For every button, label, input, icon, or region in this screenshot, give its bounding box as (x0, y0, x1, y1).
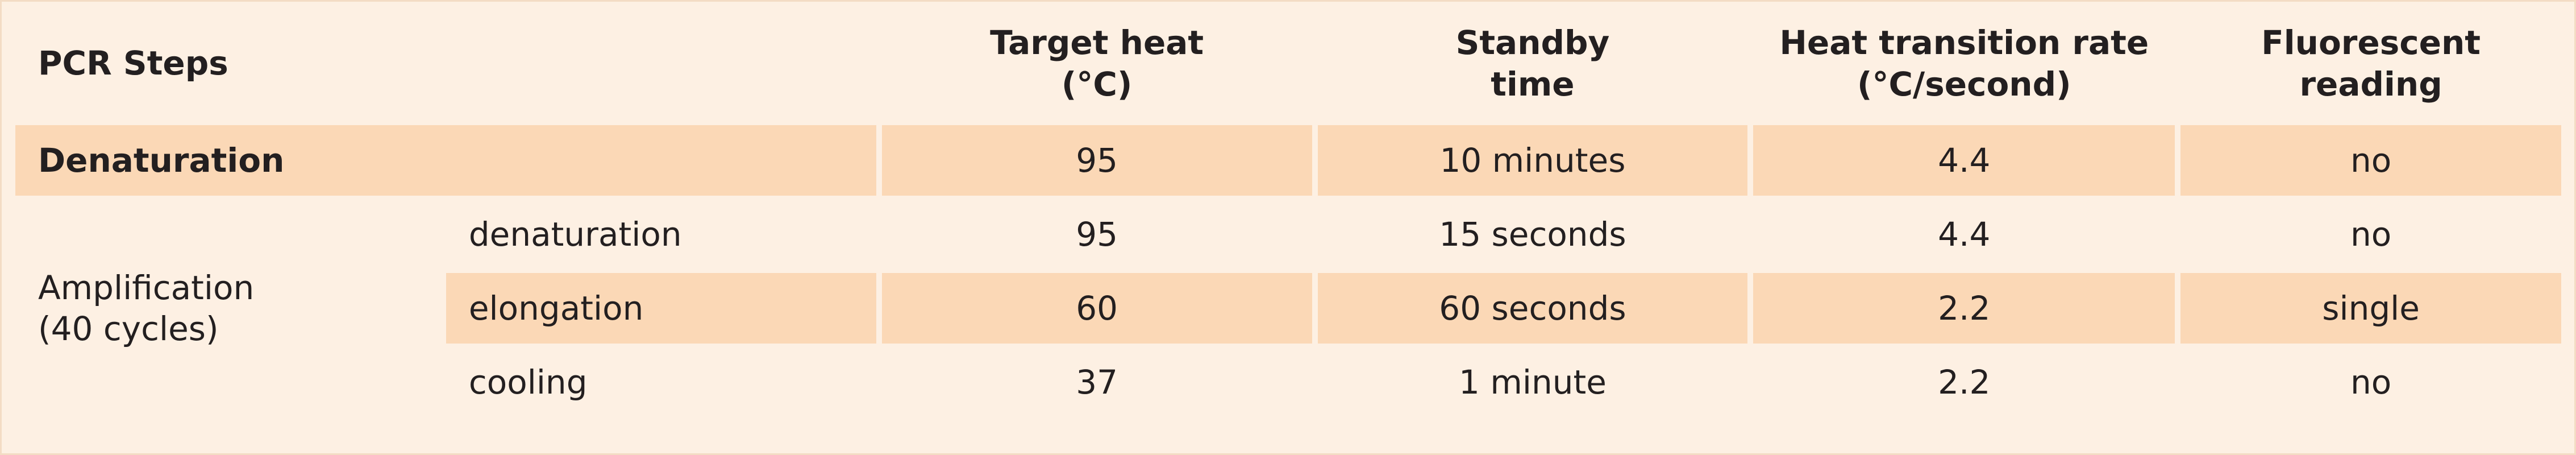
value-cell: 10 minutes (1317, 125, 1748, 196)
header-text: Fluorescent (2261, 23, 2481, 62)
value-cell: 60 seconds (1317, 273, 1748, 344)
step-cell: Denaturation (15, 125, 876, 196)
cell-value: 10 minutes (1439, 140, 1626, 180)
value-cell: no (2180, 347, 2561, 417)
header-text: Standby (1455, 23, 1610, 62)
value-cell: no (2180, 199, 2561, 270)
header-text: Target heat (990, 23, 1204, 62)
header-text: PCR Steps (38, 44, 228, 83)
substep-row: elongation 60 60 seconds 2.2 single (15, 273, 2561, 344)
cell-value: 2.2 (1938, 288, 1991, 328)
value-cell: 60 (881, 273, 1312, 344)
cell-value: 37 (1076, 362, 1118, 402)
cell-value: no (2350, 140, 2392, 180)
value-cell: 15 seconds (1318, 199, 1748, 270)
substep-cell: cooling (446, 347, 876, 417)
value-cell: 2.2 (1753, 273, 2175, 344)
table-body: PCR Steps Target heat (°C) Standby time Heat … (15, 5, 2561, 417)
cell-value: 15 seconds (1439, 214, 1626, 254)
denaturation-row: Denaturation 95 10 minutes 4.4 no (15, 125, 2561, 196)
cell-value: 4.4 (1938, 140, 1991, 180)
value-cell: single (2180, 273, 2561, 344)
substep-cell: elongation (446, 273, 876, 344)
value-cell: 2.2 (1753, 347, 2175, 417)
group-cell: Amplification (40 cycles) (15, 199, 440, 417)
substep-name: cooling (468, 362, 588, 402)
value-cell: 95 (881, 125, 1312, 196)
value-cell: 4.4 (1753, 125, 2175, 196)
cell-value: 95 (1076, 140, 1118, 180)
header-text: (°C) (1061, 64, 1133, 104)
cell-value: 4.4 (1938, 214, 1991, 254)
value-cell: no (2180, 125, 2561, 196)
cell-value: no (2350, 214, 2392, 254)
header-cell: PCR Steps (15, 5, 876, 122)
value-cell: 37 (882, 347, 1312, 417)
substep-row: cooling 37 1 minute 2.2 no (15, 347, 2561, 417)
header-text: Heat transition rate (1779, 23, 2149, 62)
cell-value: 60 seconds (1439, 288, 1626, 328)
group-label: (40 cycles) (38, 309, 219, 348)
substep-row: Amplification (40 cycles) denaturation 95 15… (15, 199, 2561, 348)
cell-value: 1 minute (1459, 362, 1607, 402)
cell-value: no (2350, 362, 2392, 402)
header-text: time (1491, 64, 1575, 104)
substep-name: denaturation (468, 214, 682, 254)
pcr-table: PCR Steps Target heat (°C) Standby time Heat … (10, 2, 2567, 421)
header-cell: Heat transition rate (°C/second) (1753, 5, 2175, 122)
substep-cell: denaturation (446, 199, 876, 270)
cell-value: single (2322, 288, 2420, 328)
cell-value: 60 (1076, 288, 1118, 328)
step-name: Denaturation (38, 140, 285, 180)
header-cell: Target heat (°C) (882, 5, 1312, 122)
header-text: (°C/second) (1857, 64, 2071, 104)
header-row: PCR Steps Target heat (°C) Standby time Heat … (15, 5, 2561, 122)
value-cell: 1 minute (1318, 347, 1748, 417)
cell-value: 95 (1076, 214, 1118, 254)
header-cell: Standby time (1318, 5, 1748, 122)
substep-name: elongation (468, 288, 644, 328)
value-cell: 95 (882, 199, 1312, 270)
cell-value: 2.2 (1938, 362, 1991, 402)
value-cell: 4.4 (1753, 199, 2175, 270)
group-label: Amplification (38, 268, 255, 307)
header-text: reading (2299, 64, 2442, 104)
header-cell: Fluorescent reading (2180, 5, 2561, 122)
